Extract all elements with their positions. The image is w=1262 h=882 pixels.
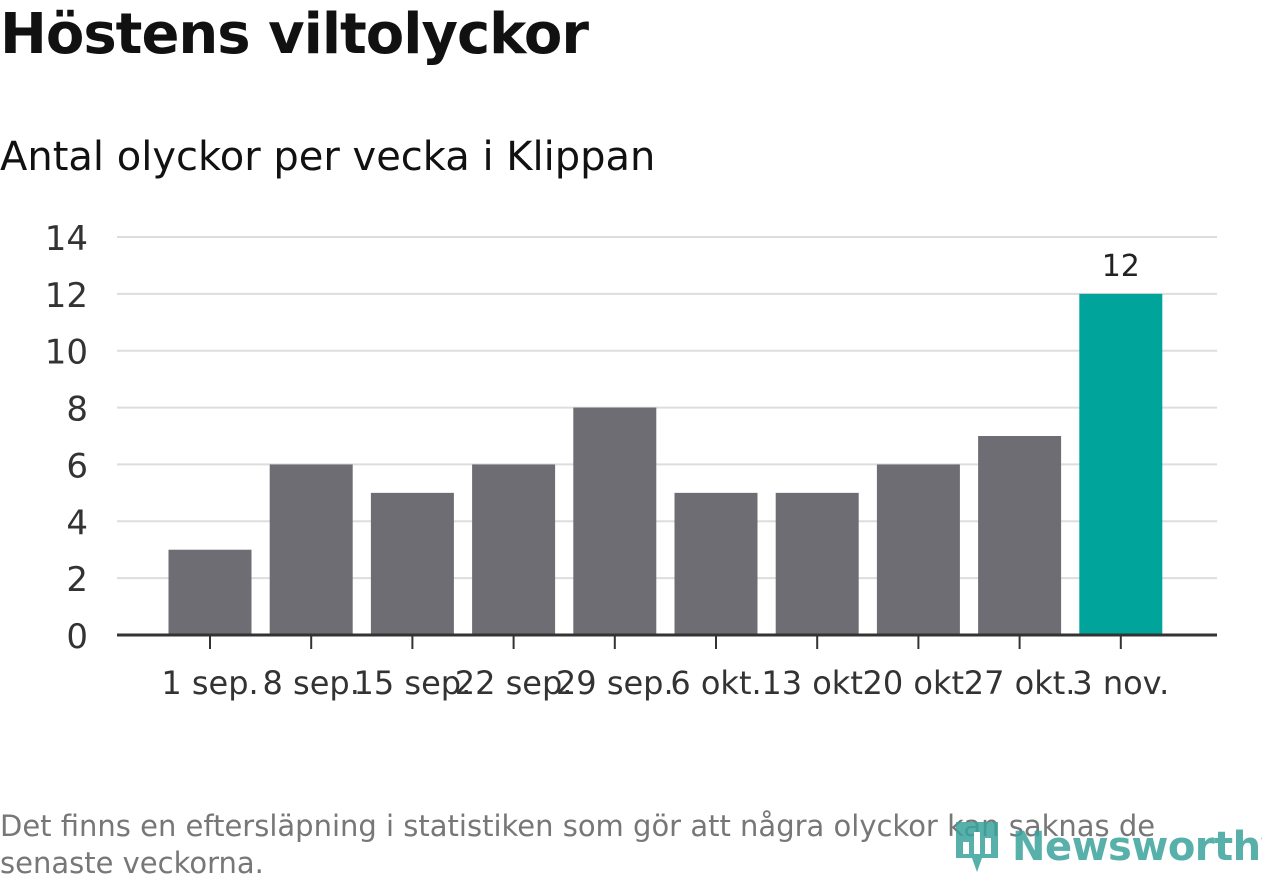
chart-title: Höstens viltolyckor xyxy=(0,2,589,67)
x-tick-label: 1 sep. xyxy=(161,664,258,702)
x-tick-label: 22 sep. xyxy=(455,664,573,702)
bar-3 xyxy=(370,492,454,635)
x-tick-label: 20 okt. xyxy=(863,664,975,702)
bar-9 xyxy=(978,436,1062,635)
y-tick-label: 12 xyxy=(45,276,88,316)
labels: 0 2 4 6 8 10 12 14 1 sep. 8 sep.15 sep.22 sep.29 … xyxy=(45,219,1170,702)
x-tick-label: 15 sep. xyxy=(354,664,472,702)
x-axis xyxy=(117,633,1217,649)
chart-subtitle: Antal olyckor per vecka i Klippan xyxy=(0,134,656,180)
bars xyxy=(168,293,1163,635)
bar-6 xyxy=(674,492,758,635)
y-tick-label: 4 xyxy=(66,503,88,543)
y-tick-label: 10 xyxy=(45,333,88,373)
y-tick-label: 14 xyxy=(45,219,88,259)
x-tick-label: 29 sep. xyxy=(556,664,674,702)
bar-10 xyxy=(1079,293,1163,635)
y-tick-label: 8 xyxy=(66,390,88,430)
bar-5 xyxy=(573,407,657,635)
y-tick-label: 6 xyxy=(66,446,88,486)
newsworthy-logo: Newsworthy xyxy=(952,818,1262,876)
bar-1 xyxy=(168,549,252,635)
x-tick-label: 6 okt. xyxy=(670,664,761,702)
bar-8 xyxy=(876,464,960,635)
bar-4 xyxy=(472,464,556,635)
data-label: 12 xyxy=(1102,249,1140,284)
x-tick-label: 3 nov. xyxy=(1072,664,1169,702)
bar-chart-pin-icon xyxy=(956,822,998,872)
y-tick-label: 0 xyxy=(66,617,88,657)
x-tick-label: 27 okt. xyxy=(964,664,1076,702)
logo-text: Newsworthy xyxy=(1012,824,1262,870)
y-tick-label: 2 xyxy=(66,560,88,600)
x-tick-label: 13 okt. xyxy=(761,664,873,702)
x-tick-label: 8 sep. xyxy=(263,664,360,702)
bar-2 xyxy=(269,464,353,635)
bar-7 xyxy=(775,492,859,635)
